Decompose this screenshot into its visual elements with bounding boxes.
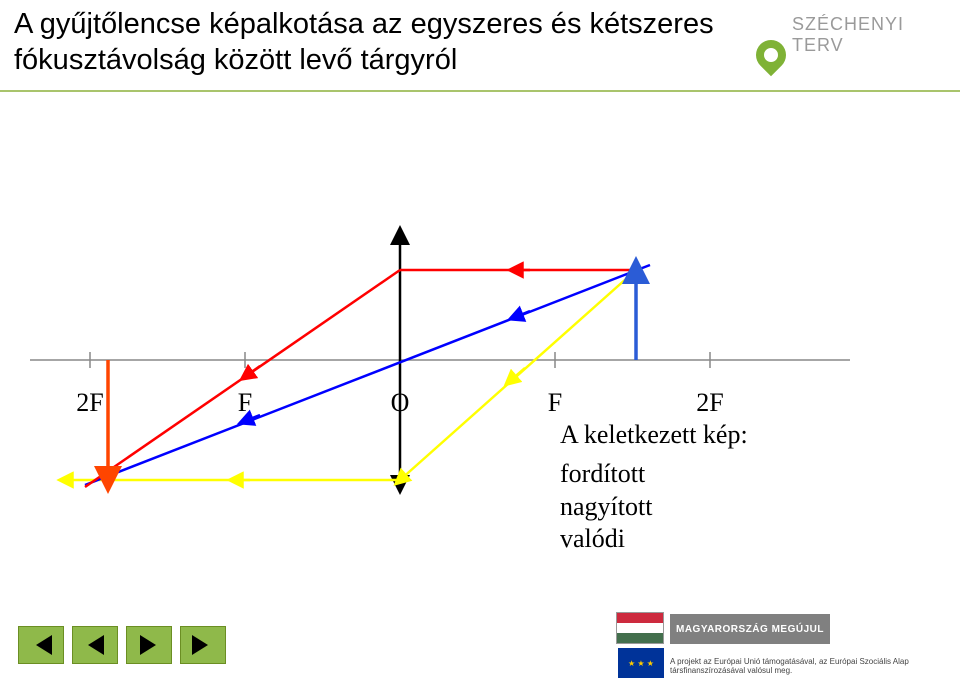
result-block: A keletkezett kép: fordított nagyított v… [560, 420, 748, 556]
prev-icon [84, 635, 106, 655]
tick-label-O: O [391, 388, 410, 418]
first-icon [28, 635, 54, 655]
result-properties: fordított nagyított valódi [560, 458, 748, 556]
logo-brand: SZÉCHENYI [792, 14, 904, 34]
tick-label-F-right: F [548, 388, 562, 418]
nav-buttons [18, 626, 226, 664]
next-button[interactable] [126, 626, 172, 664]
pin-icon [750, 34, 792, 76]
ray-diagram [0, 120, 960, 500]
result-prop-3: valódi [560, 523, 748, 556]
eu-caption: A projekt az Európai Unió támogatásával,… [670, 657, 946, 676]
szechenyi-logo: SZÉCHENYI TERV [754, 6, 946, 76]
last-icon [190, 635, 216, 655]
hungary-flag-icon [616, 612, 664, 644]
ray-through-focus [65, 270, 636, 480]
header-divider [0, 90, 960, 92]
next-icon [138, 635, 160, 655]
logo-text: SZÉCHENYI TERV [792, 14, 946, 56]
tick-label-F-left: F [238, 388, 252, 418]
first-button[interactable] [18, 626, 64, 664]
result-heading: A keletkezett kép: [560, 420, 748, 450]
title-line-1: A gyűjtőlencse képalkotása az egyszeres … [14, 8, 714, 40]
result-prop-2: nagyított [560, 491, 748, 524]
tick-label-2F-right: 2F [696, 388, 723, 418]
result-prop-1: fordított [560, 458, 748, 491]
logo-suffix: TERV [792, 35, 844, 55]
last-button[interactable] [180, 626, 226, 664]
slide-title: A gyűjtőlencse képalkotása az egyszeres … [14, 6, 760, 79]
title-line-2: fókusztávolság között levő tárgyról [14, 44, 457, 76]
eu-flag-icon: ★ ★ ★ [618, 648, 664, 678]
prev-button[interactable] [72, 626, 118, 664]
tick-label-2F-left: 2F [76, 388, 103, 418]
footer: MAGYARORSZÁG MEGÚJUL ★ ★ ★ A projekt az … [0, 608, 960, 678]
megujul-badge: MAGYARORSZÁG MEGÚJUL [670, 614, 830, 644]
